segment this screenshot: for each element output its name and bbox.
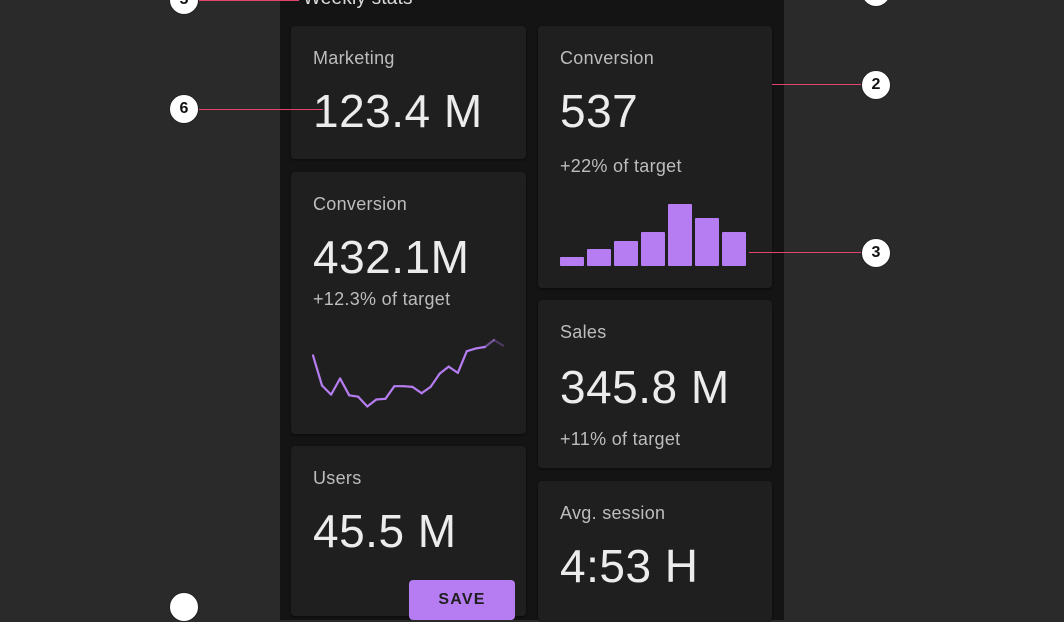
card-value: 345.8 M bbox=[560, 361, 730, 413]
sparkline-segment bbox=[474, 345, 486, 350]
sparkline-segment bbox=[357, 395, 369, 408]
bar-chart-bar bbox=[668, 204, 692, 266]
card-label: Avg. session bbox=[560, 503, 666, 523]
sparkline-segment bbox=[311, 354, 324, 387]
panel-title: Weekly stats bbox=[303, 0, 413, 10]
bar-chart-bar bbox=[587, 249, 611, 266]
callout-badge-3: 3 bbox=[861, 238, 891, 268]
card-value: 123.4 M bbox=[313, 85, 483, 137]
callout-line-5 bbox=[199, 0, 299, 1]
card-label: Users bbox=[313, 468, 362, 488]
card-value: 537 bbox=[560, 85, 639, 137]
bar-chart-bar bbox=[722, 232, 746, 266]
sparkline-segment bbox=[429, 372, 441, 389]
card-marketing[interactable]: Marketing 123.4 M bbox=[291, 26, 526, 159]
save-button[interactable]: SAVE bbox=[409, 580, 515, 620]
card-conversion-trend[interactable]: Conversion 432.1M +12.3% of target bbox=[291, 172, 526, 434]
sparkline-segment bbox=[438, 365, 450, 375]
callout-line-2 bbox=[772, 84, 861, 85]
callout-line-3 bbox=[749, 252, 861, 253]
bar-chart-bar bbox=[641, 232, 665, 266]
sparkline-segment bbox=[338, 377, 351, 397]
callout-badge-top-right bbox=[861, 0, 891, 7]
card-value: 45.5 M bbox=[313, 505, 457, 557]
sparkline-segment bbox=[465, 347, 477, 353]
bar-chart-bar bbox=[560, 257, 584, 266]
callout-badge-bottom-left bbox=[169, 592, 199, 622]
sparkline-segment bbox=[420, 385, 432, 395]
bar-chart-bar bbox=[614, 241, 638, 266]
card-sales[interactable]: Sales 345.8 M +11% of target bbox=[538, 300, 772, 468]
card-target-text: +22% of target bbox=[560, 156, 682, 176]
card-value: 4:53 H bbox=[560, 540, 699, 592]
sparkline-segment bbox=[384, 385, 396, 400]
bar-chart-bar bbox=[695, 218, 719, 266]
sparkline-segment bbox=[375, 397, 387, 401]
bar-chart bbox=[560, 202, 750, 266]
card-avg-session[interactable]: Avg. session 4:53 H bbox=[538, 481, 772, 621]
callout-badge-6: 6 bbox=[169, 94, 199, 124]
card-label: Sales bbox=[560, 322, 607, 342]
callout-line-6 bbox=[199, 109, 323, 110]
sparkline-segment bbox=[348, 394, 360, 398]
sparkline-segment bbox=[483, 338, 496, 349]
card-label: Marketing bbox=[313, 48, 395, 68]
card-conversion-bars[interactable]: Conversion 537 +22% of target bbox=[538, 26, 772, 288]
sparkline-segment bbox=[320, 384, 333, 396]
sparkline-segment bbox=[402, 385, 414, 389]
sparkline-segment bbox=[411, 385, 423, 395]
card-target-text: +11% of target bbox=[560, 429, 681, 449]
card-target-text: +12.3% of target bbox=[313, 289, 451, 309]
card-value: 432.1M bbox=[313, 231, 470, 283]
callout-badge-2: 2 bbox=[861, 70, 891, 100]
card-users[interactable]: Users 45.5 M bbox=[291, 446, 526, 616]
card-label: Conversion bbox=[313, 194, 408, 214]
sparkline-segment bbox=[492, 338, 505, 347]
sparkline-chart bbox=[311, 338, 505, 408]
sparkline-segment bbox=[366, 398, 378, 408]
card-label: Conversion bbox=[560, 48, 655, 68]
callout-badge-5: 5 bbox=[169, 0, 199, 15]
sparkline-segment bbox=[447, 365, 459, 375]
sparkline-segment bbox=[456, 350, 468, 375]
sparkline-segment bbox=[329, 377, 342, 396]
